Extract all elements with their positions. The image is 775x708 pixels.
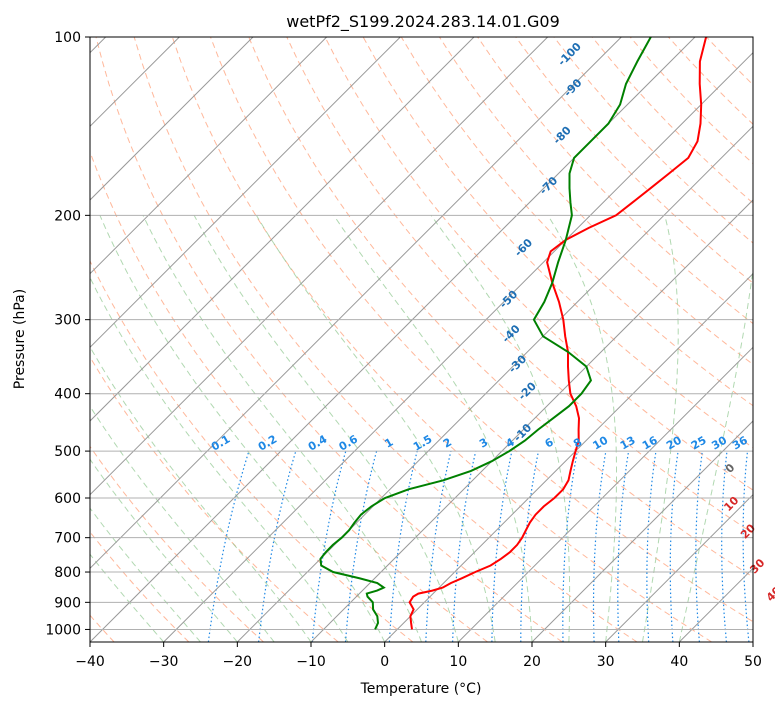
dry-adiabat-line	[90, 259, 414, 642]
isotherm-line	[310, 199, 753, 642]
x-tick-label: 30	[597, 654, 615, 670]
dry-adiabat-line	[90, 356, 339, 642]
dry-adiabat-line	[171, 37, 712, 642]
y-axis-label: Pressure (hPa)	[12, 289, 28, 389]
x-tick-label: 50	[744, 654, 762, 670]
mixing-ratio-line	[765, 451, 772, 642]
dry-adiabat-line	[515, 37, 753, 284]
profile-line	[319, 37, 652, 630]
dry-adiabat-line	[248, 37, 753, 578]
y-tick-label: 700	[54, 531, 81, 547]
mixing-ratio-line	[388, 450, 418, 642]
isotherm-line	[531, 420, 753, 642]
dry-adiabat-line	[324, 37, 753, 491]
isotherm-line	[752, 641, 753, 642]
isotherm-line	[90, 37, 401, 349]
moist-adiabat-line	[142, 215, 422, 642]
isotherm-line	[605, 493, 753, 642]
moist-adiabat-line	[90, 276, 349, 642]
isotherm-line	[90, 37, 622, 570]
y-tick-label: 400	[54, 387, 81, 403]
moist-adiabat-line	[90, 458, 238, 642]
mixing-ratio-line	[491, 450, 513, 642]
y-tick-label: 300	[54, 313, 81, 329]
isotherm-line	[163, 51, 753, 642]
x-tick-label: 40	[670, 654, 688, 670]
dry-adiabat-line	[90, 445, 264, 642]
mixing-ratio-line	[311, 450, 347, 642]
y-tick-label: 1000	[45, 622, 81, 638]
mixing-ratio-line	[344, 450, 378, 642]
mixing-ratio-line	[452, 450, 477, 642]
isotherm-line	[457, 346, 753, 642]
isotherm-line	[90, 37, 475, 422]
x-tick-label: −40	[75, 654, 105, 670]
plot-background	[90, 37, 753, 642]
mixing-ratio-line	[520, 450, 540, 642]
plot-frame	[89, 36, 754, 643]
isotherm-line	[90, 37, 254, 201]
dry-adiabat-line	[210, 37, 753, 623]
x-tick-label: −30	[149, 654, 179, 670]
y-tick-label: 100	[54, 30, 81, 46]
background-lines	[90, 37, 772, 642]
x-axis-label: Temperature (°C)	[360, 681, 482, 697]
moist-adiabat-line	[333, 215, 533, 642]
x-tick-label: 0	[380, 654, 389, 670]
mixing-ratio-line	[425, 450, 452, 642]
moist-adiabat-line	[678, 265, 753, 642]
isotherm-line	[90, 37, 549, 496]
y-tick-label: 900	[54, 595, 81, 611]
moist-adiabat-line	[547, 215, 617, 642]
grid-lines	[90, 37, 753, 642]
y-tick-label: 800	[54, 565, 81, 581]
dry-adiabat-line	[286, 37, 753, 534]
x-tick-label: 10	[449, 654, 467, 670]
moist-adiabat-line	[430, 215, 571, 642]
dry-adiabat-line	[133, 37, 638, 642]
x-tick-label: −10	[296, 654, 326, 670]
wet-bulb-label: 40	[764, 584, 775, 604]
y-tick-label: 600	[54, 491, 81, 507]
moist-adiabat-line	[99, 215, 386, 642]
isotherm-line	[384, 272, 753, 642]
x-axis: −40 −30 −20 −10 0 10 20 30 40 50	[75, 642, 762, 670]
moist-adiabat-line	[642, 215, 679, 642]
y-tick-label: 200	[54, 208, 81, 224]
isotherm-line	[90, 37, 328, 275]
y-tick-label: 500	[54, 444, 81, 460]
y-axis: 100 200 300 400 500 600 700 800 900 1000	[45, 30, 90, 638]
chart-title: wetPf2_S199.2024.283.14.01.G09	[286, 12, 560, 32]
moist-adiabat-line	[193, 215, 459, 642]
moist-adiabat-line	[90, 345, 312, 642]
x-tick-label: −20	[223, 654, 253, 670]
x-tick-label: 20	[523, 654, 541, 670]
profile-line	[408, 37, 708, 630]
moist-adiabat-line	[90, 405, 275, 642]
dry-adiabat-line	[95, 37, 563, 642]
profile-lines	[319, 37, 708, 630]
